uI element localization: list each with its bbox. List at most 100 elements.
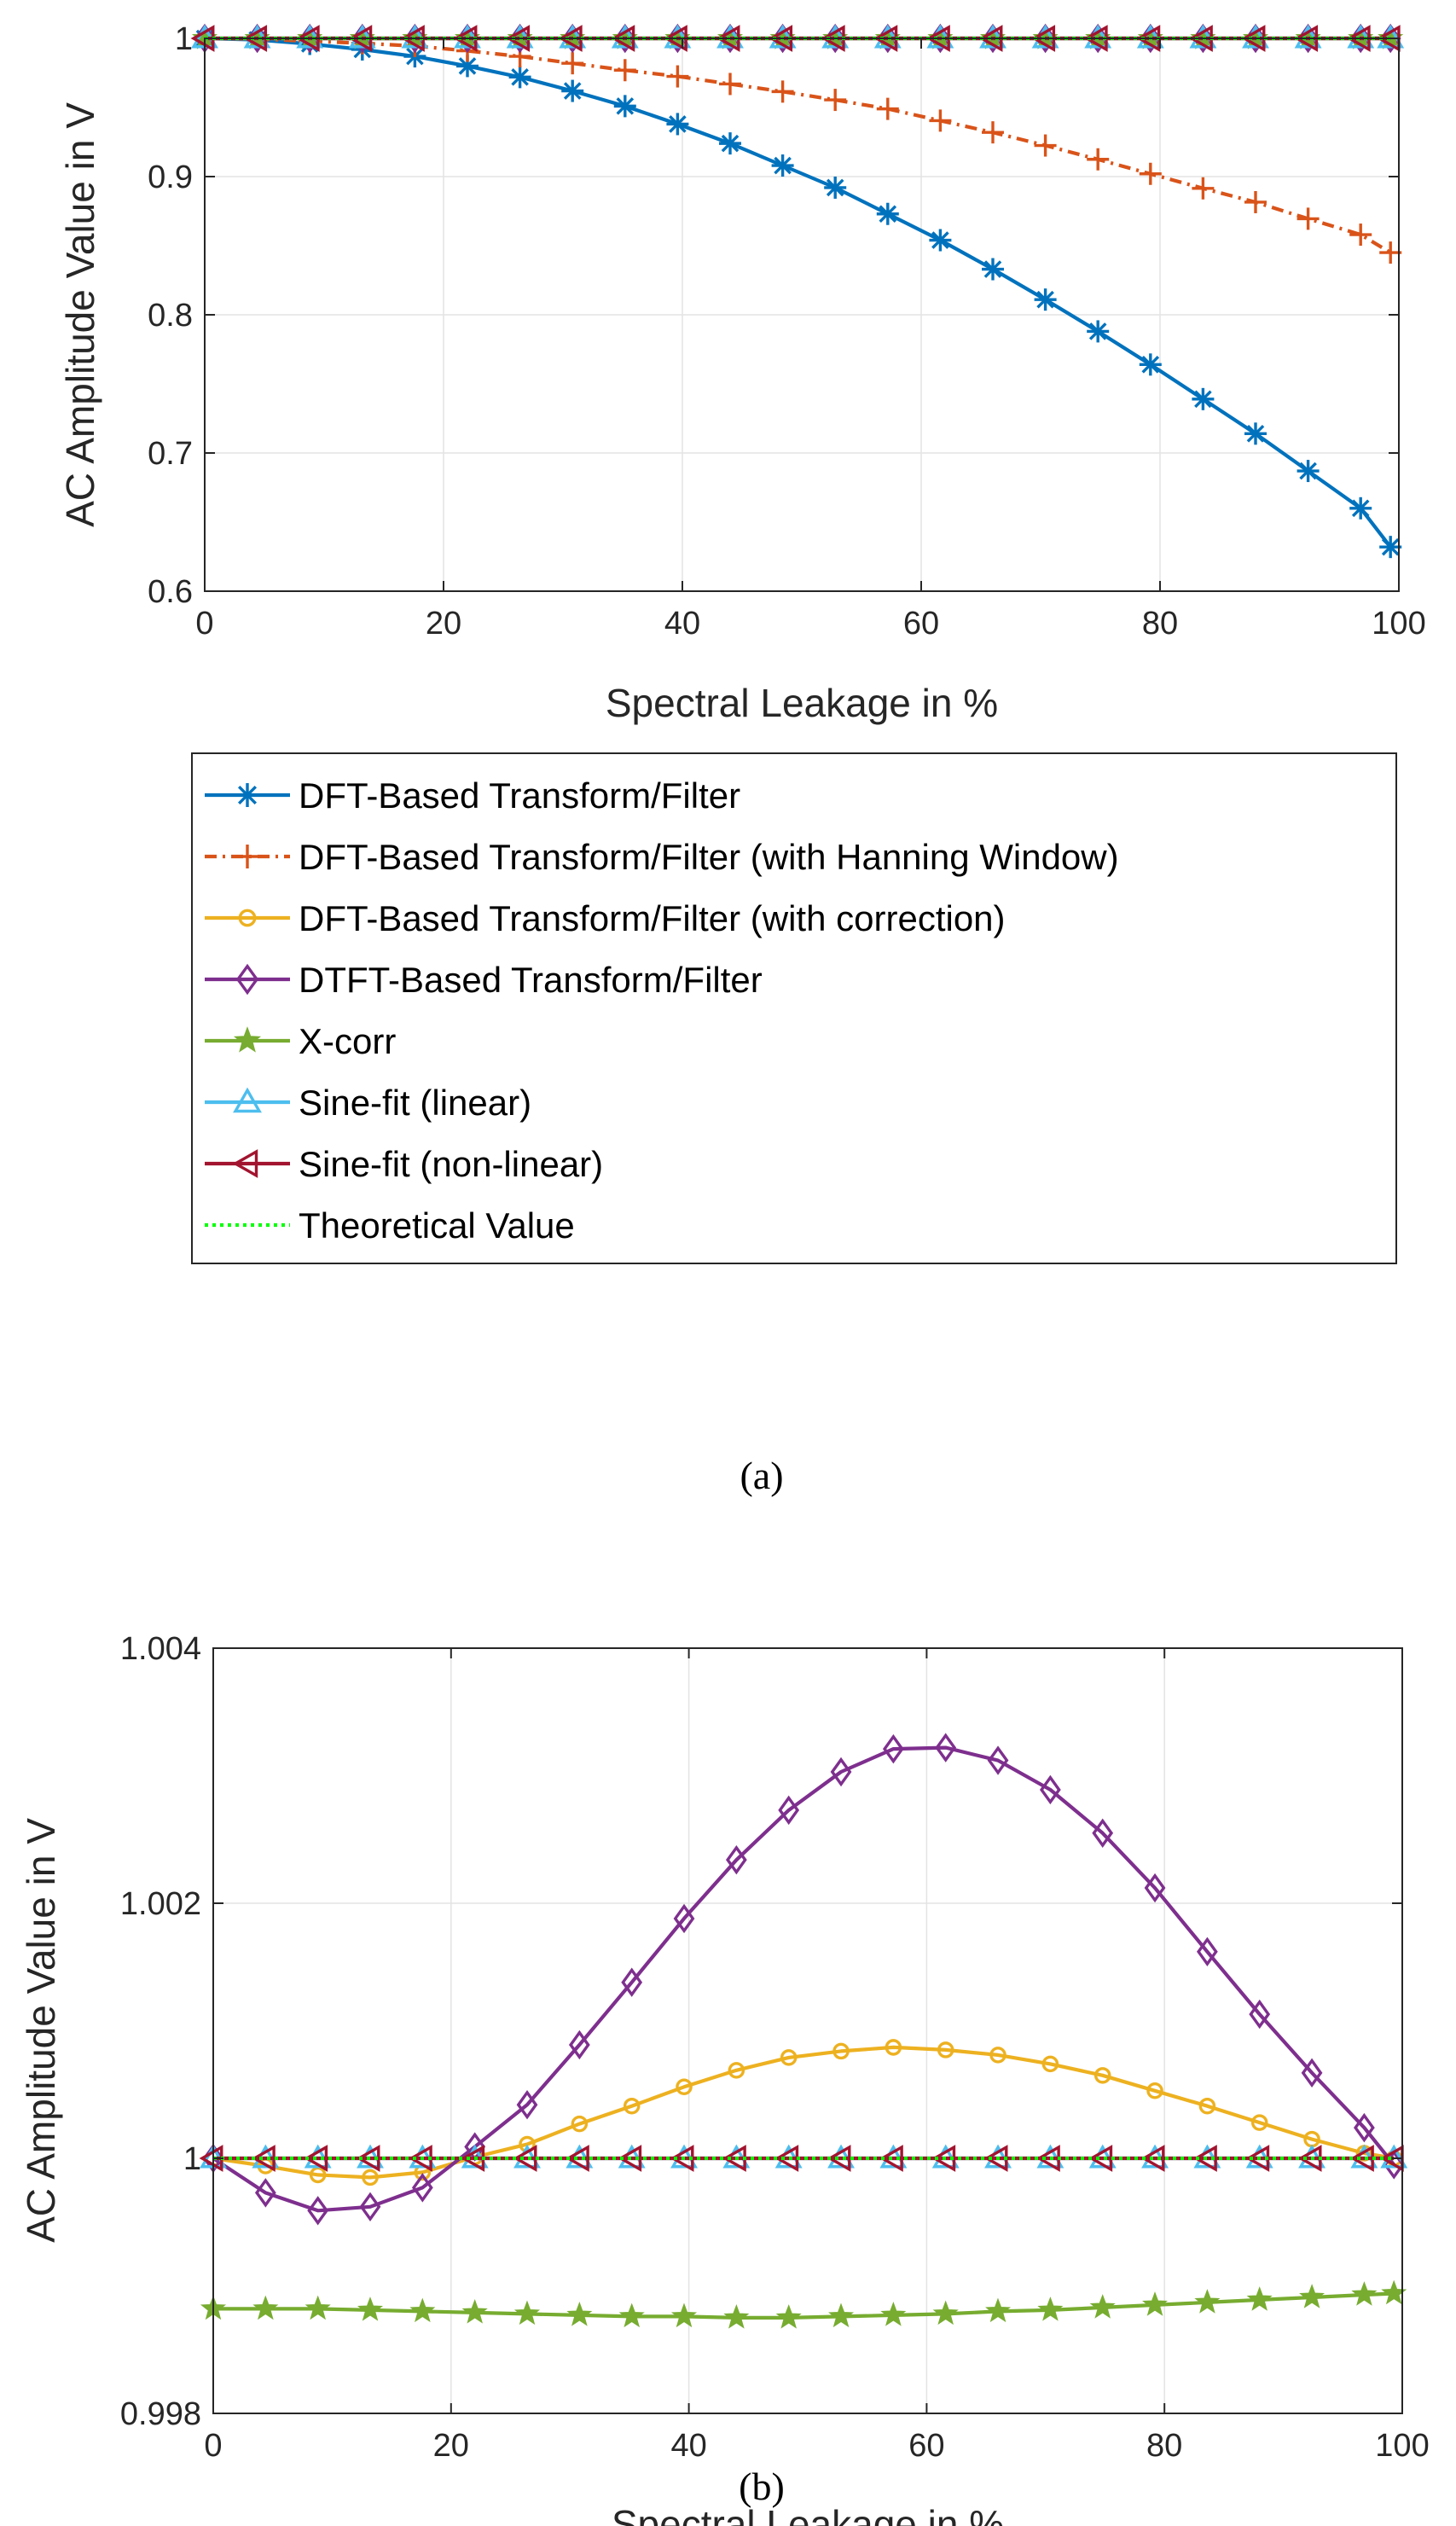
x-tick-label: 80 xyxy=(1142,606,1178,642)
data-point xyxy=(357,2297,384,2321)
panel-b: 0 20 40 60 80 100 0.998 1 1.002 1.004 Spectral Le… xyxy=(19,1631,1430,2526)
legend-marker xyxy=(235,783,259,807)
data-point xyxy=(356,2145,380,2172)
legend-entry: DFT-Based Transform/Filter xyxy=(205,775,740,816)
data-point xyxy=(830,1757,852,1787)
data-point xyxy=(304,2145,328,2172)
y-tick-label: 1 xyxy=(175,21,193,57)
data-point xyxy=(929,229,952,252)
y-tick-label: 0.998 xyxy=(120,2396,201,2432)
data-point xyxy=(1194,2289,1221,2314)
data-point xyxy=(456,55,479,78)
x-tick-label: 40 xyxy=(670,2428,706,2464)
y-axis-label-b: AC Amplitude Value in V xyxy=(19,1818,63,2243)
data-point xyxy=(670,2302,698,2328)
x-tick-label: 60 xyxy=(908,2428,944,2464)
data-point xyxy=(932,2300,959,2326)
data-point xyxy=(1351,2281,1378,2306)
series-line xyxy=(212,1745,1395,2213)
data-point xyxy=(1349,224,1372,247)
axes-box-b xyxy=(212,1647,1403,2414)
x-tick-label: 100 xyxy=(1375,2428,1429,2464)
data-point xyxy=(824,176,847,199)
y-tick-label: 0.8 xyxy=(148,298,193,334)
data-point xyxy=(1041,2055,1059,2073)
panel-a: 0 20 40 60 80 100 0.6 0.7 0.8 0.9 1 Spectral Leaka… xyxy=(58,21,1426,725)
x-tick-label: 100 xyxy=(1372,606,1425,642)
data-point xyxy=(1144,1873,1166,1903)
data-point xyxy=(508,66,531,89)
legend-entries: DFT-Based Transform/Filter DFT-Based Tran… xyxy=(205,775,1119,1246)
data-point xyxy=(1087,148,1110,171)
ticks-a: 0 20 40 60 80 100 0.6 0.7 0.8 0.9 1 xyxy=(148,21,1426,642)
data-point xyxy=(929,109,952,132)
legend-marker xyxy=(235,845,259,868)
data-point xyxy=(982,121,1004,144)
data-point xyxy=(411,2173,433,2203)
data-point xyxy=(1034,134,1057,157)
data-point xyxy=(1093,2067,1111,2084)
data-point xyxy=(882,1733,904,1764)
data-point xyxy=(728,2062,745,2079)
data-point xyxy=(1196,1937,1218,1967)
data-point xyxy=(516,2090,538,2120)
data-point xyxy=(1246,2286,1273,2311)
data-point xyxy=(254,2178,276,2208)
data-point xyxy=(1198,2097,1216,2115)
data-point xyxy=(666,65,689,88)
data-point xyxy=(252,2295,279,2320)
plot-area-b xyxy=(213,1648,1402,2413)
data-point xyxy=(778,1795,800,1826)
data-point xyxy=(1142,2291,1169,2316)
data-point xyxy=(623,2097,641,2115)
y-tick-label: 1.004 xyxy=(120,1631,201,1667)
legend-marker xyxy=(233,1026,262,1053)
data-point xyxy=(1192,177,1215,200)
data-point xyxy=(827,2145,851,2172)
legend-label: Sine-fit (non-linear) xyxy=(299,1144,603,1184)
legend-box xyxy=(191,752,1397,1264)
data-point xyxy=(885,2039,902,2056)
data-point xyxy=(1296,207,1320,230)
legend-marker xyxy=(233,1087,262,1113)
y-tick-label: 0.7 xyxy=(148,436,193,472)
data-point xyxy=(1146,2082,1163,2099)
data-point xyxy=(824,89,847,112)
data-point xyxy=(251,2145,276,2172)
legend-marker xyxy=(235,963,259,996)
data-point xyxy=(987,1745,1009,1775)
y-tick-label: 0.9 xyxy=(148,160,193,195)
legend-label: Sine-fit (linear) xyxy=(299,1083,531,1123)
data-point xyxy=(568,2030,590,2060)
caption-b: (b) xyxy=(739,2465,785,2508)
data-point xyxy=(1299,2284,1325,2308)
data-point xyxy=(1140,2145,1165,2172)
data-point xyxy=(1249,1999,1271,2030)
legend-label: DFT-Based Transform/Filter (with correct… xyxy=(299,898,1006,938)
legend-label: DTFT-Based Transform/Filter xyxy=(299,960,763,1000)
data-point xyxy=(571,2115,589,2133)
data-point xyxy=(780,2049,798,2066)
legend-entry: X-corr xyxy=(205,1021,396,1061)
legend-entry: Sine-fit (linear) xyxy=(205,1083,531,1123)
legend-entry: DTFT-Based Transform/Filter xyxy=(205,960,763,1000)
data-point xyxy=(935,1733,957,1762)
data-point xyxy=(775,2304,802,2329)
legend-label: DFT-Based Transform/Filter (with Hanning… xyxy=(299,837,1119,877)
data-point xyxy=(305,2295,331,2320)
data-point xyxy=(1192,387,1215,410)
x-axis-label-b: Spectral Leakage in % xyxy=(612,2502,1004,2526)
data-point xyxy=(1296,460,1320,483)
legend-entry: Sine-fit (non-linear) xyxy=(205,1144,603,1184)
data-point xyxy=(1092,1818,1114,1848)
data-point xyxy=(1244,422,1267,445)
data-point xyxy=(937,2041,954,2059)
series-dtft-based-transform-filter xyxy=(202,1733,1405,2226)
data-point xyxy=(409,2297,436,2323)
data-point xyxy=(876,97,899,120)
x-tick-label: 60 xyxy=(903,606,939,642)
legend-marker xyxy=(238,909,257,927)
x-tick-label: 20 xyxy=(433,2428,469,2464)
data-point xyxy=(618,2302,645,2328)
